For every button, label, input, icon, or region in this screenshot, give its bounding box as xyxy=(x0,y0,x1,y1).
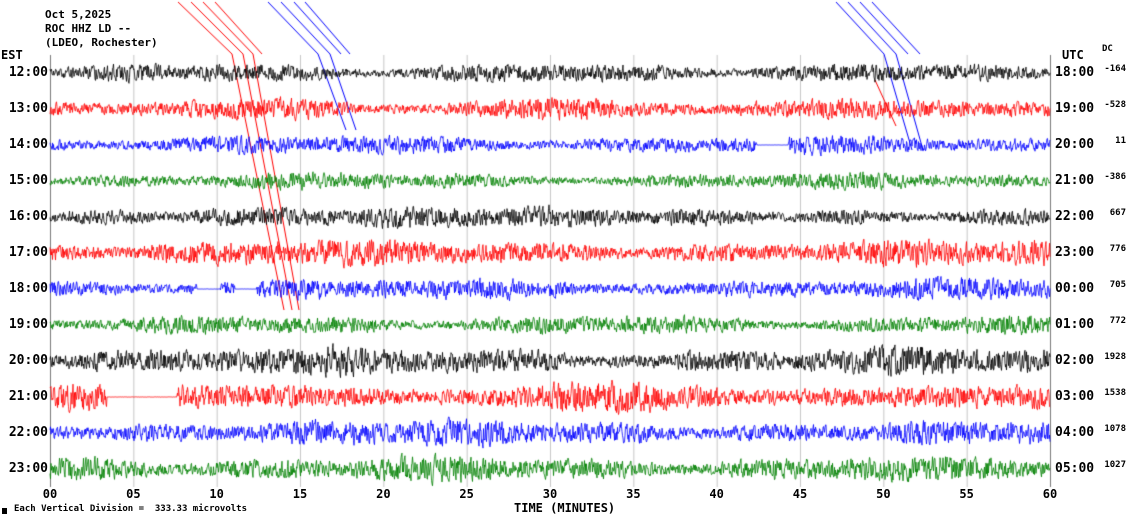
row-label-utc: 19:00 xyxy=(1055,101,1095,116)
x-axis-tick: 30 xyxy=(542,487,558,501)
x-axis-tick: 55 xyxy=(959,487,974,501)
row-dc-offset: 705 xyxy=(1109,280,1126,290)
x-axis-tick: 10 xyxy=(209,487,224,501)
row-label-est: 17:00 xyxy=(8,245,48,260)
row-label-utc: 00:00 xyxy=(1055,281,1095,296)
dc-column-label: DC xyxy=(1102,44,1113,54)
row-dc-offset: 11 xyxy=(1115,136,1126,146)
row-label-est: 13:00 xyxy=(8,101,48,116)
row-label-est: 18:00 xyxy=(8,281,48,296)
row-label-utc: 05:00 xyxy=(1055,461,1095,476)
row-dc-offset: 772 xyxy=(1109,316,1126,326)
row-label-est: 19:00 xyxy=(8,317,48,332)
row-label-utc: 18:00 xyxy=(1055,65,1095,80)
x-axis-tick: 00 xyxy=(42,487,58,501)
row-label-utc: 20:00 xyxy=(1055,137,1095,152)
row-label-est: 15:00 xyxy=(8,173,48,188)
row-label-est: 22:00 xyxy=(8,425,48,440)
x-axis-tick: 40 xyxy=(709,487,724,501)
header-station-code: ROC HHZ LD -- xyxy=(45,22,132,35)
footer-scale-note: Each Vertical Division = 333.33 microvol… xyxy=(14,504,247,514)
row-label-est: 12:00 xyxy=(8,65,48,80)
x-axis-tick: 05 xyxy=(126,487,141,501)
row-label-est: 21:00 xyxy=(8,389,48,404)
header-station-location: (LDEO, Rochester) xyxy=(45,36,158,49)
x-axis-tick: 25 xyxy=(459,487,474,501)
x-axis-tick: 50 xyxy=(876,487,891,501)
corner-marker-glyph xyxy=(2,508,7,514)
row-dc-offset: 1538 xyxy=(1104,388,1126,398)
x-axis-title: TIME (MINUTES) xyxy=(514,501,616,515)
row-dc-offset: 776 xyxy=(1109,244,1126,254)
left-axis-label-est: EST xyxy=(1,48,23,62)
row-label-utc: 04:00 xyxy=(1055,425,1095,440)
row-dc-offset: -528 xyxy=(1104,100,1126,110)
row-label-utc: 21:00 xyxy=(1055,173,1095,188)
row-label-est: 14:00 xyxy=(8,137,48,152)
row-label-est: 16:00 xyxy=(8,209,48,224)
right-axis-label-utc: UTC xyxy=(1062,48,1084,62)
x-axis-tick: 20 xyxy=(376,487,391,501)
x-axis-tick: 60 xyxy=(1042,487,1058,501)
row-label-utc: 01:00 xyxy=(1055,317,1095,332)
row-label-est: 23:00 xyxy=(8,461,48,476)
row-label-utc: 22:00 xyxy=(1055,209,1095,224)
row-dc-offset: 1027 xyxy=(1104,460,1126,470)
row-dc-offset: 1928 xyxy=(1104,352,1126,362)
row-dc-offset: -164 xyxy=(1104,64,1126,74)
row-label-est: 20:00 xyxy=(8,353,48,368)
x-axis-tick: 35 xyxy=(626,487,641,501)
row-dc-offset: -386 xyxy=(1104,172,1126,182)
row-label-utc: 23:00 xyxy=(1055,245,1095,260)
row-dc-offset: 1078 xyxy=(1104,424,1126,434)
row-dc-offset: 667 xyxy=(1109,208,1126,218)
header-date: Oct 5,2025 xyxy=(45,8,112,21)
x-axis-tick: 45 xyxy=(792,487,808,501)
row-label-utc: 03:00 xyxy=(1055,389,1095,404)
row-label-utc: 02:00 xyxy=(1055,353,1095,368)
x-axis-tick: 15 xyxy=(292,487,308,501)
